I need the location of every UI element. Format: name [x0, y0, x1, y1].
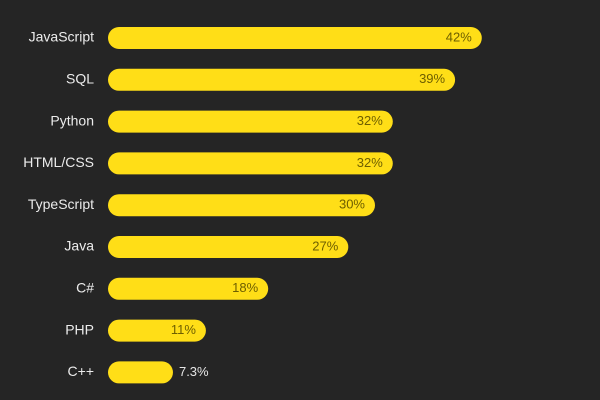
category-label: Java	[64, 238, 94, 254]
value-label: 42%	[446, 29, 472, 44]
bar-row: C++ 7.3%	[68, 361, 209, 384]
bar	[108, 361, 173, 384]
bar-row: Python 32%	[50, 110, 393, 133]
bar	[108, 236, 349, 258]
value-label: 39%	[419, 71, 445, 86]
value-label: 7.3%	[179, 364, 209, 379]
bar	[108, 277, 269, 300]
bar	[108, 152, 393, 175]
value-label: 32%	[357, 155, 383, 170]
category-label: SQL	[66, 71, 94, 87]
value-label: 18%	[232, 280, 258, 295]
bar-row: JavaScript 42%	[29, 27, 482, 49]
bar-row: Java 27%	[64, 236, 349, 258]
value-label: 30%	[339, 197, 365, 212]
category-label: PHP	[65, 321, 94, 337]
category-label: C++	[68, 363, 94, 379]
bar-row: TypeScript 30%	[28, 194, 375, 217]
category-label: HTML/CSS	[23, 154, 94, 170]
category-label: JavaScript	[29, 29, 94, 45]
value-label: 11%	[171, 322, 196, 337]
bar	[108, 319, 206, 342]
category-label: Python	[50, 112, 94, 128]
bar	[108, 194, 375, 217]
value-label: 32%	[357, 113, 383, 128]
bar	[108, 110, 393, 133]
bar	[108, 27, 482, 49]
value-label: 27%	[312, 238, 338, 253]
bar	[108, 68, 456, 91]
category-label: TypeScript	[28, 196, 94, 212]
bar-row: SQL 39%	[66, 68, 456, 91]
bar-row: PHP 11%	[65, 319, 206, 342]
category-label: C#	[76, 280, 94, 296]
bar-row: C# 18%	[76, 277, 269, 300]
bar-row: HTML/CSS 32%	[23, 152, 393, 175]
